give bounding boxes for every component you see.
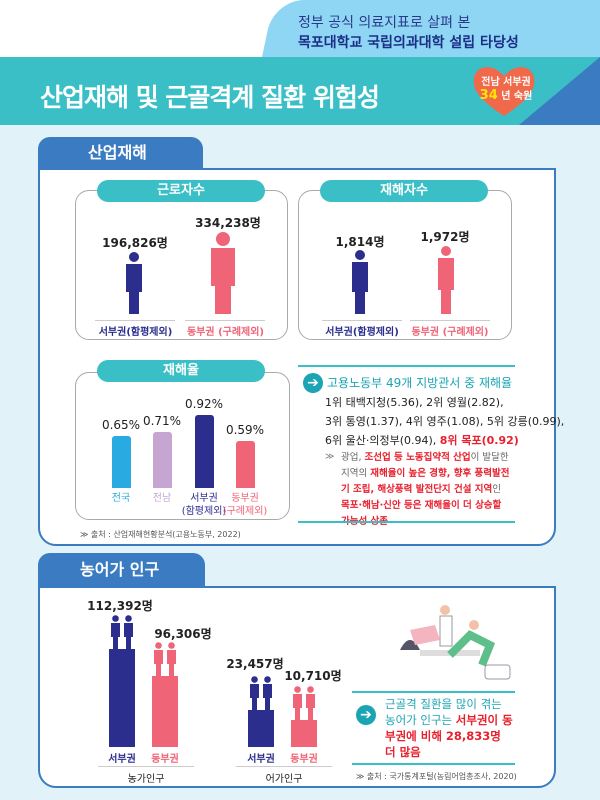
- divider: [298, 365, 515, 367]
- person-icon: [293, 686, 302, 720]
- victims-west-value: 1,814명: [335, 235, 385, 249]
- person-icon: [167, 642, 176, 676]
- rate-label: 동부권 (구례제외): [222, 493, 268, 517]
- workers-east-label: 동부권 (구례제외): [186, 327, 265, 338]
- rank-list: 1위 태백지청(5.36), 2위 영월(2.82), 3위 통영(1.37),…: [325, 393, 564, 450]
- victims-east-value: 1,972명: [420, 230, 470, 244]
- info-heading: 고용노동부 49개 지방관서 중 재해율: [327, 376, 513, 390]
- victims-title: 재해자수: [320, 180, 488, 202]
- farm-west-value: 112,392명: [87, 599, 153, 613]
- farm-east-value: 96,306명: [154, 627, 212, 641]
- person-icon: [263, 676, 272, 710]
- section-tab-farm-population: 농어가 인구: [38, 553, 205, 587]
- person-icon: [438, 246, 454, 314]
- farm-west-label: 서부권: [108, 754, 136, 765]
- person-icon: [352, 250, 368, 314]
- victims-west-label: 서부권(함평제외): [325, 327, 399, 338]
- heart-badge-icon: [473, 67, 535, 116]
- rate-value: 0.59%: [225, 423, 265, 438]
- divider: [410, 320, 490, 321]
- info-note: 광업, 조선업 등 노동집약적 산업이 발달한 지역의 재해율이 높은 경향, …: [341, 452, 510, 527]
- rate-value: 0.71%: [142, 413, 182, 428]
- workers-box: [75, 190, 288, 340]
- divider: [298, 521, 515, 523]
- workers-west-label: 서부권(함평제외): [98, 327, 173, 338]
- workers-west-value: 196,826명: [102, 236, 168, 250]
- rate-value: 0.92%: [184, 397, 224, 411]
- fish-west-bar: [248, 710, 274, 747]
- farm-east-label: 동부권: [151, 754, 179, 765]
- page-title: 산업재해 및 근골격계 질환 위험성: [40, 83, 380, 112]
- person-icon: [211, 232, 235, 314]
- heart-badge-text: 전남 서부권 34 년 숙원: [479, 77, 533, 103]
- farm-west-bar: [109, 649, 135, 747]
- section-tab-industrial-accident: 산업재해: [38, 137, 203, 169]
- rate-bar: [236, 441, 255, 488]
- rate-label: 서부권 (함평제외): [181, 493, 227, 517]
- person-icon: [126, 252, 142, 314]
- person-icon: [250, 676, 259, 710]
- divider: [98, 766, 194, 767]
- rank-text: 6위 울산·의정부(0.94),: [325, 434, 440, 447]
- workers-east-value: 334,238명: [195, 216, 261, 230]
- divider: [185, 320, 265, 321]
- fish-east-value: 10,710명: [284, 669, 342, 683]
- divider: [95, 320, 175, 321]
- fish-east-label: 동부권: [290, 754, 318, 765]
- farm-label: 농가인구: [127, 774, 165, 785]
- rank-line: 6위 울산·의정부(0.94), 8위 목포(0.92): [325, 431, 564, 450]
- source-note: ≫ 출처 : 산업재해현황분석(고용노동부, 2022): [80, 530, 241, 539]
- mokpo-rank: 8위 목포(0.92): [439, 434, 519, 447]
- fish-east-bar: [291, 720, 317, 747]
- divider: [236, 766, 332, 767]
- fish-west-label: 서부권: [247, 754, 275, 765]
- rate-title: 재해율: [97, 360, 265, 382]
- header-subtitle: 정부 공식 의료지표로 살펴 본: [298, 15, 471, 31]
- divider: [322, 320, 402, 321]
- fish-label: 어가인구: [265, 774, 303, 785]
- farm-east-bar: [152, 676, 178, 747]
- person-icon: [124, 615, 133, 649]
- victims-east-label: 동부권 (구례제외): [411, 327, 489, 338]
- arrow-right-icon: ➔: [356, 705, 376, 725]
- person-icon: [306, 686, 315, 720]
- rate-bar: [195, 415, 214, 488]
- rate-label: 전국: [111, 493, 131, 504]
- rate-bar: [112, 436, 131, 488]
- rank-line: 3위 통영(1.37), 4위 영주(1.08), 5위 강릉(0.99),: [325, 415, 565, 428]
- person-icon: [154, 642, 163, 676]
- fish-west-value: 23,457명: [226, 657, 284, 671]
- divider: [352, 691, 515, 693]
- header-subtitle-bold: 목포대학교 국립의과대학 설립 타당성: [298, 35, 519, 51]
- victims-box: [298, 190, 512, 340]
- workers-title: 근로자수: [97, 180, 265, 202]
- medical-illustration-icon: [400, 605, 511, 680]
- divider: [352, 763, 515, 765]
- rate-bar: [153, 431, 172, 488]
- source-note: ≫ 출처 : 국가통계포털(농림어업총조사, 2020): [356, 772, 517, 781]
- person-icon: [111, 615, 120, 649]
- rate-label: 전남: [152, 493, 172, 504]
- arrow-right-icon: ➔: [303, 373, 323, 393]
- rate-value: 0.65%: [101, 418, 141, 433]
- farm-info-text: 근골격 질환을 많이 겪는 농어가 인구는 서부권이 동부권에 비해 28,83…: [385, 697, 513, 759]
- chevron-icon: ≫: [325, 452, 335, 462]
- rank-line: 1위 태백지청(5.36), 2위 영월(2.82),: [325, 396, 504, 409]
